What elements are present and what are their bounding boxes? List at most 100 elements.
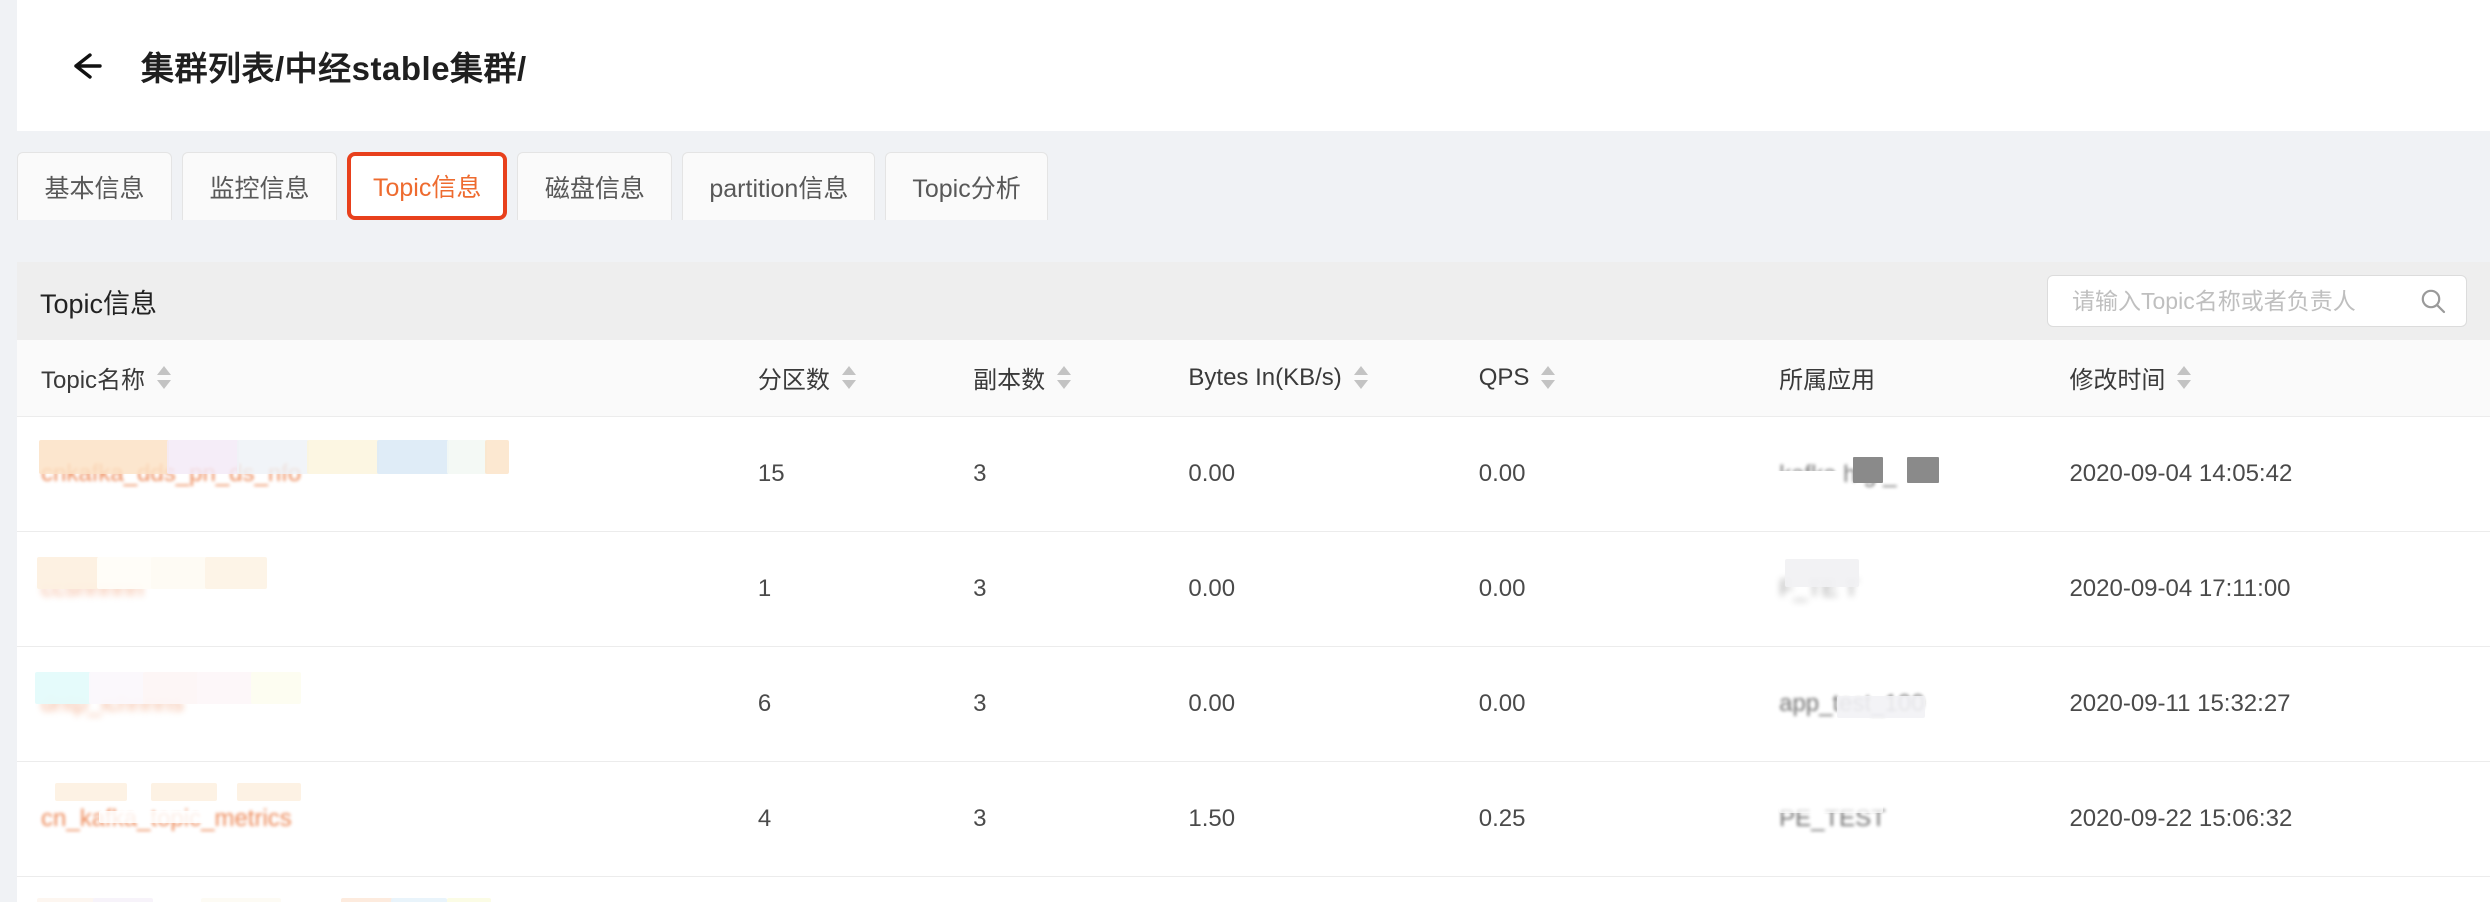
breadcrumb: 集群列表/中经stable集群/ (141, 49, 527, 87)
cell-qps: 0.00 (1478, 876, 1780, 902)
cell-partitions: 6 (757, 646, 974, 762)
tab-disk-info[interactable]: 磁盘信息 (517, 152, 673, 220)
cell-partitions: 10 (757, 876, 974, 902)
app-name: app_test_100 (1779, 689, 1925, 717)
cell-app: PE_TEST (1779, 761, 2070, 877)
cell-topic-name[interactable]: uso1_publiclog_ys_log_fmt_sql_2019_07_23… (17, 876, 758, 902)
table-row[interactable]: cnkafka_dds_pn_ds_nfo 15 3 0.00 0.00 (17, 416, 2490, 532)
search-box[interactable] (2047, 275, 2467, 327)
tab-bar: 基本信息 监控信息 Topic信息 磁盘信息 partition信息 Topic… (17, 152, 1048, 220)
caret-up-icon (157, 366, 172, 376)
caret-up-icon (1057, 366, 1072, 376)
tab-topic-analysis[interactable]: Topic分析 (885, 152, 1048, 220)
tab-label: 磁盘信息 (544, 174, 645, 203)
cell-bytes-in: 0.00 (1188, 646, 1479, 762)
arrow-left-icon (70, 46, 110, 86)
caret-down-icon (1353, 380, 1368, 390)
tab-label: partition信息 (709, 174, 849, 203)
cell-bytes-in: 1.50 (1188, 761, 1479, 877)
topic-name-link[interactable]: cn_kafka_topic_metrics (41, 804, 292, 832)
column-label: 修改时间 (2069, 367, 2166, 395)
table-header-row: Topic名称 分区数 (17, 340, 2490, 417)
sort-toggle-partitions[interactable] (841, 366, 856, 390)
app-name: PE_TEST (1779, 804, 1886, 832)
sort-toggle-topic-name[interactable] (157, 366, 172, 390)
caret-up-icon (2177, 366, 2192, 376)
cell-modified-time: 2020-09-22 15:06:32 (2069, 761, 2490, 877)
table-head: Topic名称 分区数 (17, 340, 2490, 417)
caret-down-icon (1541, 380, 1556, 390)
column-header-app: 所属应用 (1779, 340, 2070, 417)
caret-up-icon (1353, 366, 1368, 376)
search-icon[interactable] (2418, 286, 2448, 316)
column-label: 所属应用 (1779, 367, 1876, 395)
cell-partitions: 15 (757, 416, 974, 532)
table-row[interactable]: uso1_publiclog_ys_log_fmt_sql_2019_07_23… (17, 876, 2490, 902)
tab-partition-info[interactable]: partition信息 (682, 152, 876, 220)
tab-label: 监控信息 (209, 174, 310, 203)
cell-bytes-in: 0.00 (1188, 531, 1479, 647)
cell-bytes-in: 0.00 (1188, 876, 1479, 902)
app-name: kafka (1779, 460, 1837, 488)
card-header: Topic信息 (17, 262, 2490, 340)
column-label: 分区数 (757, 367, 830, 395)
cell-modified-time: 2020-09-11 15:32:27 (2069, 646, 2490, 762)
column-label: 副本数 (973, 367, 1046, 395)
cell-replicas: 3 (973, 416, 1189, 532)
cell-app: app_test_100 (1779, 646, 2070, 762)
cell-topic-name[interactable]: cnkafka_dds_pn_ds_nfo (17, 416, 758, 532)
column-header-bytes-in[interactable]: Bytes In(KB/s) (1188, 340, 1479, 417)
cell-topic-name[interactable]: dntp_ichnnns (17, 646, 758, 762)
cell-replicas: 3 (973, 876, 1189, 902)
column-header-replicas[interactable]: 副本数 (973, 340, 1189, 417)
tab-basic-info[interactable]: 基本信息 (17, 152, 172, 220)
sort-toggle-bytes-in[interactable] (1353, 366, 1368, 390)
topic-table: Topic名称 分区数 (17, 340, 2490, 902)
topic-name-link[interactable]: ccsnnnnn (41, 574, 144, 602)
column-header-topic-name[interactable]: Topic名称 (17, 340, 758, 417)
panel-title: Topic信息 (40, 288, 158, 319)
topic-info-card: Topic信息 Topic名称 (17, 262, 2490, 902)
column-label: Topic名称 (41, 367, 146, 395)
caret-down-icon (2177, 380, 2192, 390)
cell-qps: 0.25 (1478, 761, 1780, 877)
tab-topic-info[interactable]: Topic信息 (347, 152, 508, 220)
cell-replicas: 3 (973, 761, 1189, 877)
tab-label: 基本信息 (44, 174, 145, 203)
cell-app: qa_test (1779, 876, 2070, 902)
cell-replicas: 3 (973, 531, 1189, 647)
cell-qps: 0.00 (1478, 531, 1780, 647)
tab-label: Topic信息 (373, 174, 482, 202)
tab-label: Topic分析 (912, 174, 1021, 203)
topic-name-link[interactable]: dntp_ichnnns (41, 689, 184, 717)
table-row[interactable]: dntp_ichnnns 6 3 0.00 0.00 app_test_100 (17, 646, 2490, 762)
caret-up-icon (841, 366, 856, 376)
cell-replicas: 3 (973, 646, 1189, 762)
caret-down-icon (157, 380, 172, 390)
sort-toggle-qps[interactable] (1541, 366, 1556, 390)
tab-monitor-info[interactable]: 监控信息 (182, 152, 337, 220)
column-header-modified-time[interactable]: 修改时间 (2069, 340, 2490, 417)
caret-up-icon (1541, 366, 1556, 376)
table-body: cnkafka_dds_pn_ds_nfo 15 3 0.00 0.00 (17, 416, 2490, 902)
cell-bytes-in: 0.00 (1188, 416, 1479, 532)
column-label: Bytes In(KB/s) (1188, 363, 1342, 391)
topic-name-link[interactable]: cnkafka_dds_pn_ds_nfo (41, 459, 302, 487)
cell-app: kafka h g _ (1773, 416, 2070, 532)
table-row[interactable]: ccsnnnnn 1 3 0.00 0.00 F_TE T (17, 531, 2490, 647)
table-row[interactable]: cn_kafka_topic_metrics 4 3 1.50 0.25 PE_… (17, 761, 2490, 877)
sort-toggle-replicas[interactable] (1057, 366, 1072, 390)
sort-toggle-modified-time[interactable] (2177, 366, 2192, 390)
cell-topic-name[interactable]: ccsnnnnn (17, 531, 758, 647)
cell-app: F_TE T (1779, 531, 2070, 647)
cell-partitions: 1 (757, 531, 974, 647)
search-input[interactable] (2070, 286, 2400, 316)
column-label: QPS (1478, 363, 1530, 391)
cell-partitions: 4 (757, 761, 974, 877)
cell-qps: 0.00 (1478, 416, 1780, 532)
cell-topic-name[interactable]: cn_kafka_topic_metrics (17, 761, 758, 877)
page-header: 集群列表/中经stable集群/ (17, 0, 2490, 131)
column-header-qps[interactable]: QPS (1478, 340, 1780, 417)
column-header-partitions[interactable]: 分区数 (757, 340, 974, 417)
back-button[interactable] (67, 43, 113, 89)
